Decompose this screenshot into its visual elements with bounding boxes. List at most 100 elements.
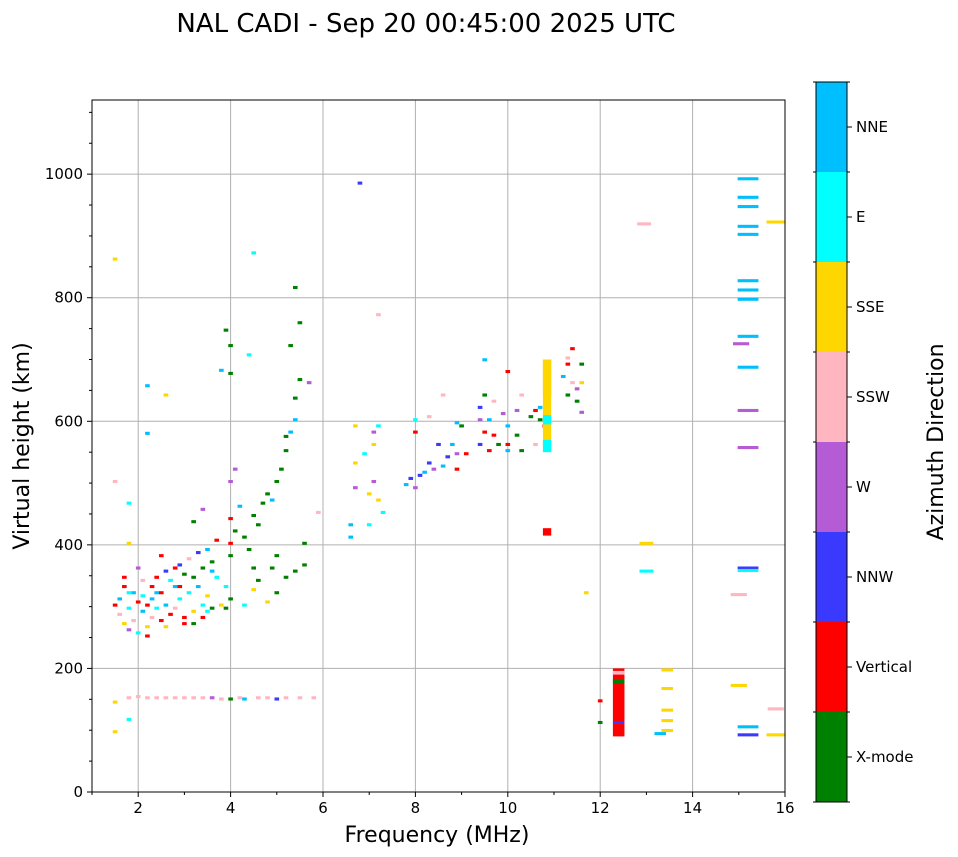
data-point-nne — [505, 424, 511, 428]
data-point-nnw — [426, 461, 432, 465]
data-point-e — [380, 510, 386, 514]
data-point-nne — [737, 297, 759, 301]
data-point-w — [353, 486, 358, 490]
data-point-x-mode — [251, 566, 257, 570]
data-point-e — [168, 578, 173, 582]
data-point-vertical — [228, 517, 233, 521]
data-point-x-mode — [191, 622, 196, 626]
data-point-x-mode — [274, 591, 280, 595]
data-point-ssw — [237, 696, 243, 700]
data-point-nne — [149, 597, 155, 601]
data-point-vertical — [413, 430, 418, 434]
y-tick-label: 0 — [73, 783, 83, 801]
data-point-ssw — [163, 696, 169, 700]
data-point-vertical — [214, 538, 220, 542]
data-point-nne — [450, 442, 455, 446]
data-point-x-mode — [528, 415, 534, 419]
data-point-vertical — [122, 585, 127, 589]
data-point-x-mode — [459, 424, 464, 428]
data-point-nne — [440, 464, 446, 468]
data-point-e — [413, 418, 418, 422]
data-point-nne — [560, 374, 566, 379]
data-point-x-mode — [283, 449, 289, 453]
data-point-sse — [766, 733, 785, 737]
data-point-e — [366, 523, 372, 527]
colorbar-label-nnw: NNW — [856, 568, 893, 586]
data-point-ssw — [491, 399, 497, 403]
data-point-sse — [542, 359, 552, 446]
data-point-ssw — [135, 694, 141, 699]
data-point-nne — [209, 569, 215, 573]
data-points — [112, 177, 785, 737]
data-point-ssw — [376, 313, 381, 317]
data-point-e — [223, 585, 229, 589]
data-point-nne — [117, 597, 123, 601]
data-point-x-mode — [209, 606, 215, 610]
data-point-ssw — [256, 696, 261, 700]
data-point-ssw — [186, 557, 192, 561]
data-point-sse — [251, 588, 257, 592]
data-point-vertical — [182, 622, 187, 626]
data-point-e — [205, 609, 210, 613]
data-point-vertical — [505, 442, 511, 446]
data-point-sse — [219, 603, 224, 607]
data-point-x-mode — [242, 535, 247, 539]
data-point-x-mode — [279, 467, 284, 471]
data-point-e — [542, 415, 552, 425]
colorbar-label-x-mode: X-mode — [856, 748, 913, 766]
data-point-x-mode — [269, 566, 275, 570]
data-point-x-mode — [209, 560, 215, 564]
data-point-vertical — [154, 575, 159, 579]
data-point-vertical — [172, 566, 178, 570]
data-point-ssw — [149, 615, 155, 619]
data-point-vertical — [533, 408, 538, 413]
data-point-sse — [122, 622, 127, 626]
data-point-x-mode — [496, 442, 501, 446]
data-point-x-mode — [191, 575, 196, 579]
data-point-x-mode — [260, 501, 266, 505]
data-point-w — [232, 467, 238, 471]
data-point-sse — [661, 668, 673, 672]
x-axis-label: Frequency (MHz) — [345, 823, 530, 848]
data-point-x-mode — [292, 285, 298, 290]
data-point-nnw — [737, 733, 759, 737]
data-point-nne — [269, 498, 275, 502]
data-point-vertical — [482, 430, 488, 434]
data-point-w — [574, 387, 580, 391]
data-point-ssw — [283, 696, 289, 700]
data-point-nne — [292, 418, 298, 422]
colorbar-label-nne: NNE — [856, 118, 888, 136]
data-point-x-mode — [182, 572, 187, 576]
data-point-x-mode — [256, 578, 261, 582]
data-point-w — [500, 412, 506, 416]
colorbar-swatch — [816, 622, 847, 712]
data-point-ssw — [145, 696, 150, 700]
data-point-nnw — [477, 442, 483, 446]
data-point-x-mode — [537, 418, 543, 422]
data-point-nne — [348, 535, 354, 539]
colorbar-label-ssw: SSW — [856, 388, 890, 406]
data-point-x-mode — [482, 393, 488, 397]
data-point-e — [251, 251, 257, 255]
data-point-w — [413, 486, 418, 490]
plot-frame — [91, 99, 786, 793]
data-point-x-mode — [251, 513, 257, 518]
data-point-sse — [661, 708, 673, 712]
data-point-nnw — [357, 181, 363, 185]
data-point-e — [186, 591, 192, 595]
data-point-ssw — [200, 696, 206, 700]
data-point-sse — [366, 492, 372, 496]
data-point-ssw — [172, 696, 178, 700]
data-point-w — [135, 566, 141, 570]
data-point-nne — [737, 232, 759, 236]
data-point-nnw — [612, 721, 625, 725]
data-point-ssw — [440, 393, 446, 397]
data-point-nne — [737, 195, 759, 199]
data-point-w — [200, 507, 206, 511]
data-point-nne — [737, 205, 759, 209]
data-point-x-mode — [191, 520, 196, 524]
data-point-w — [431, 467, 437, 471]
data-point-ssw — [131, 619, 136, 623]
data-point-nne — [163, 603, 169, 607]
colorbar-swatch — [816, 352, 847, 442]
